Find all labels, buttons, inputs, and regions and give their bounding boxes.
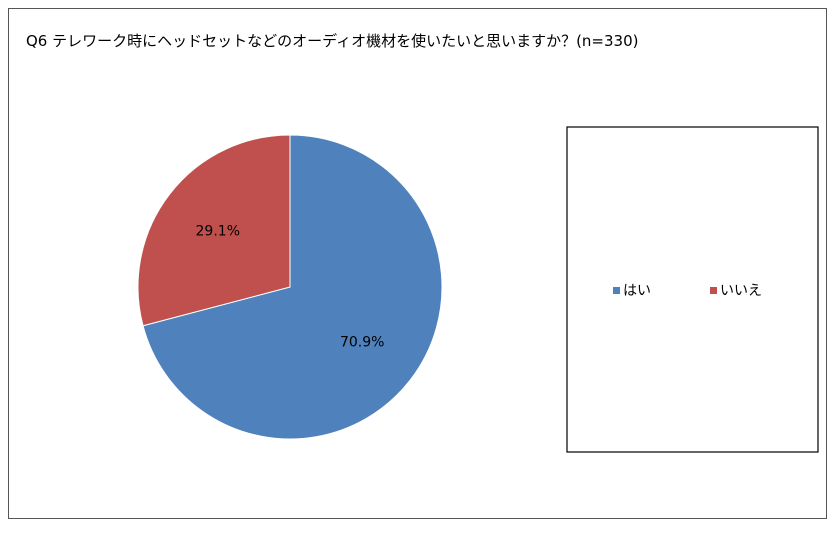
data-label: 70.9%	[340, 335, 384, 351]
legend-marker	[710, 287, 717, 294]
pie-slice	[142, 134, 443, 440]
chart-frame	[8, 8, 827, 519]
data-label: 29.1%	[196, 223, 240, 239]
legend-box	[566, 126, 819, 453]
legend-label: はい	[623, 283, 651, 299]
legend-marker	[613, 287, 620, 294]
chart-title: Q6 テレワーク時にヘッドセットなどのオーディオ機材を使いたいと思いますか？(n…	[26, 32, 639, 50]
legend-label: いいえ	[720, 283, 762, 299]
pie-slice	[137, 134, 291, 327]
